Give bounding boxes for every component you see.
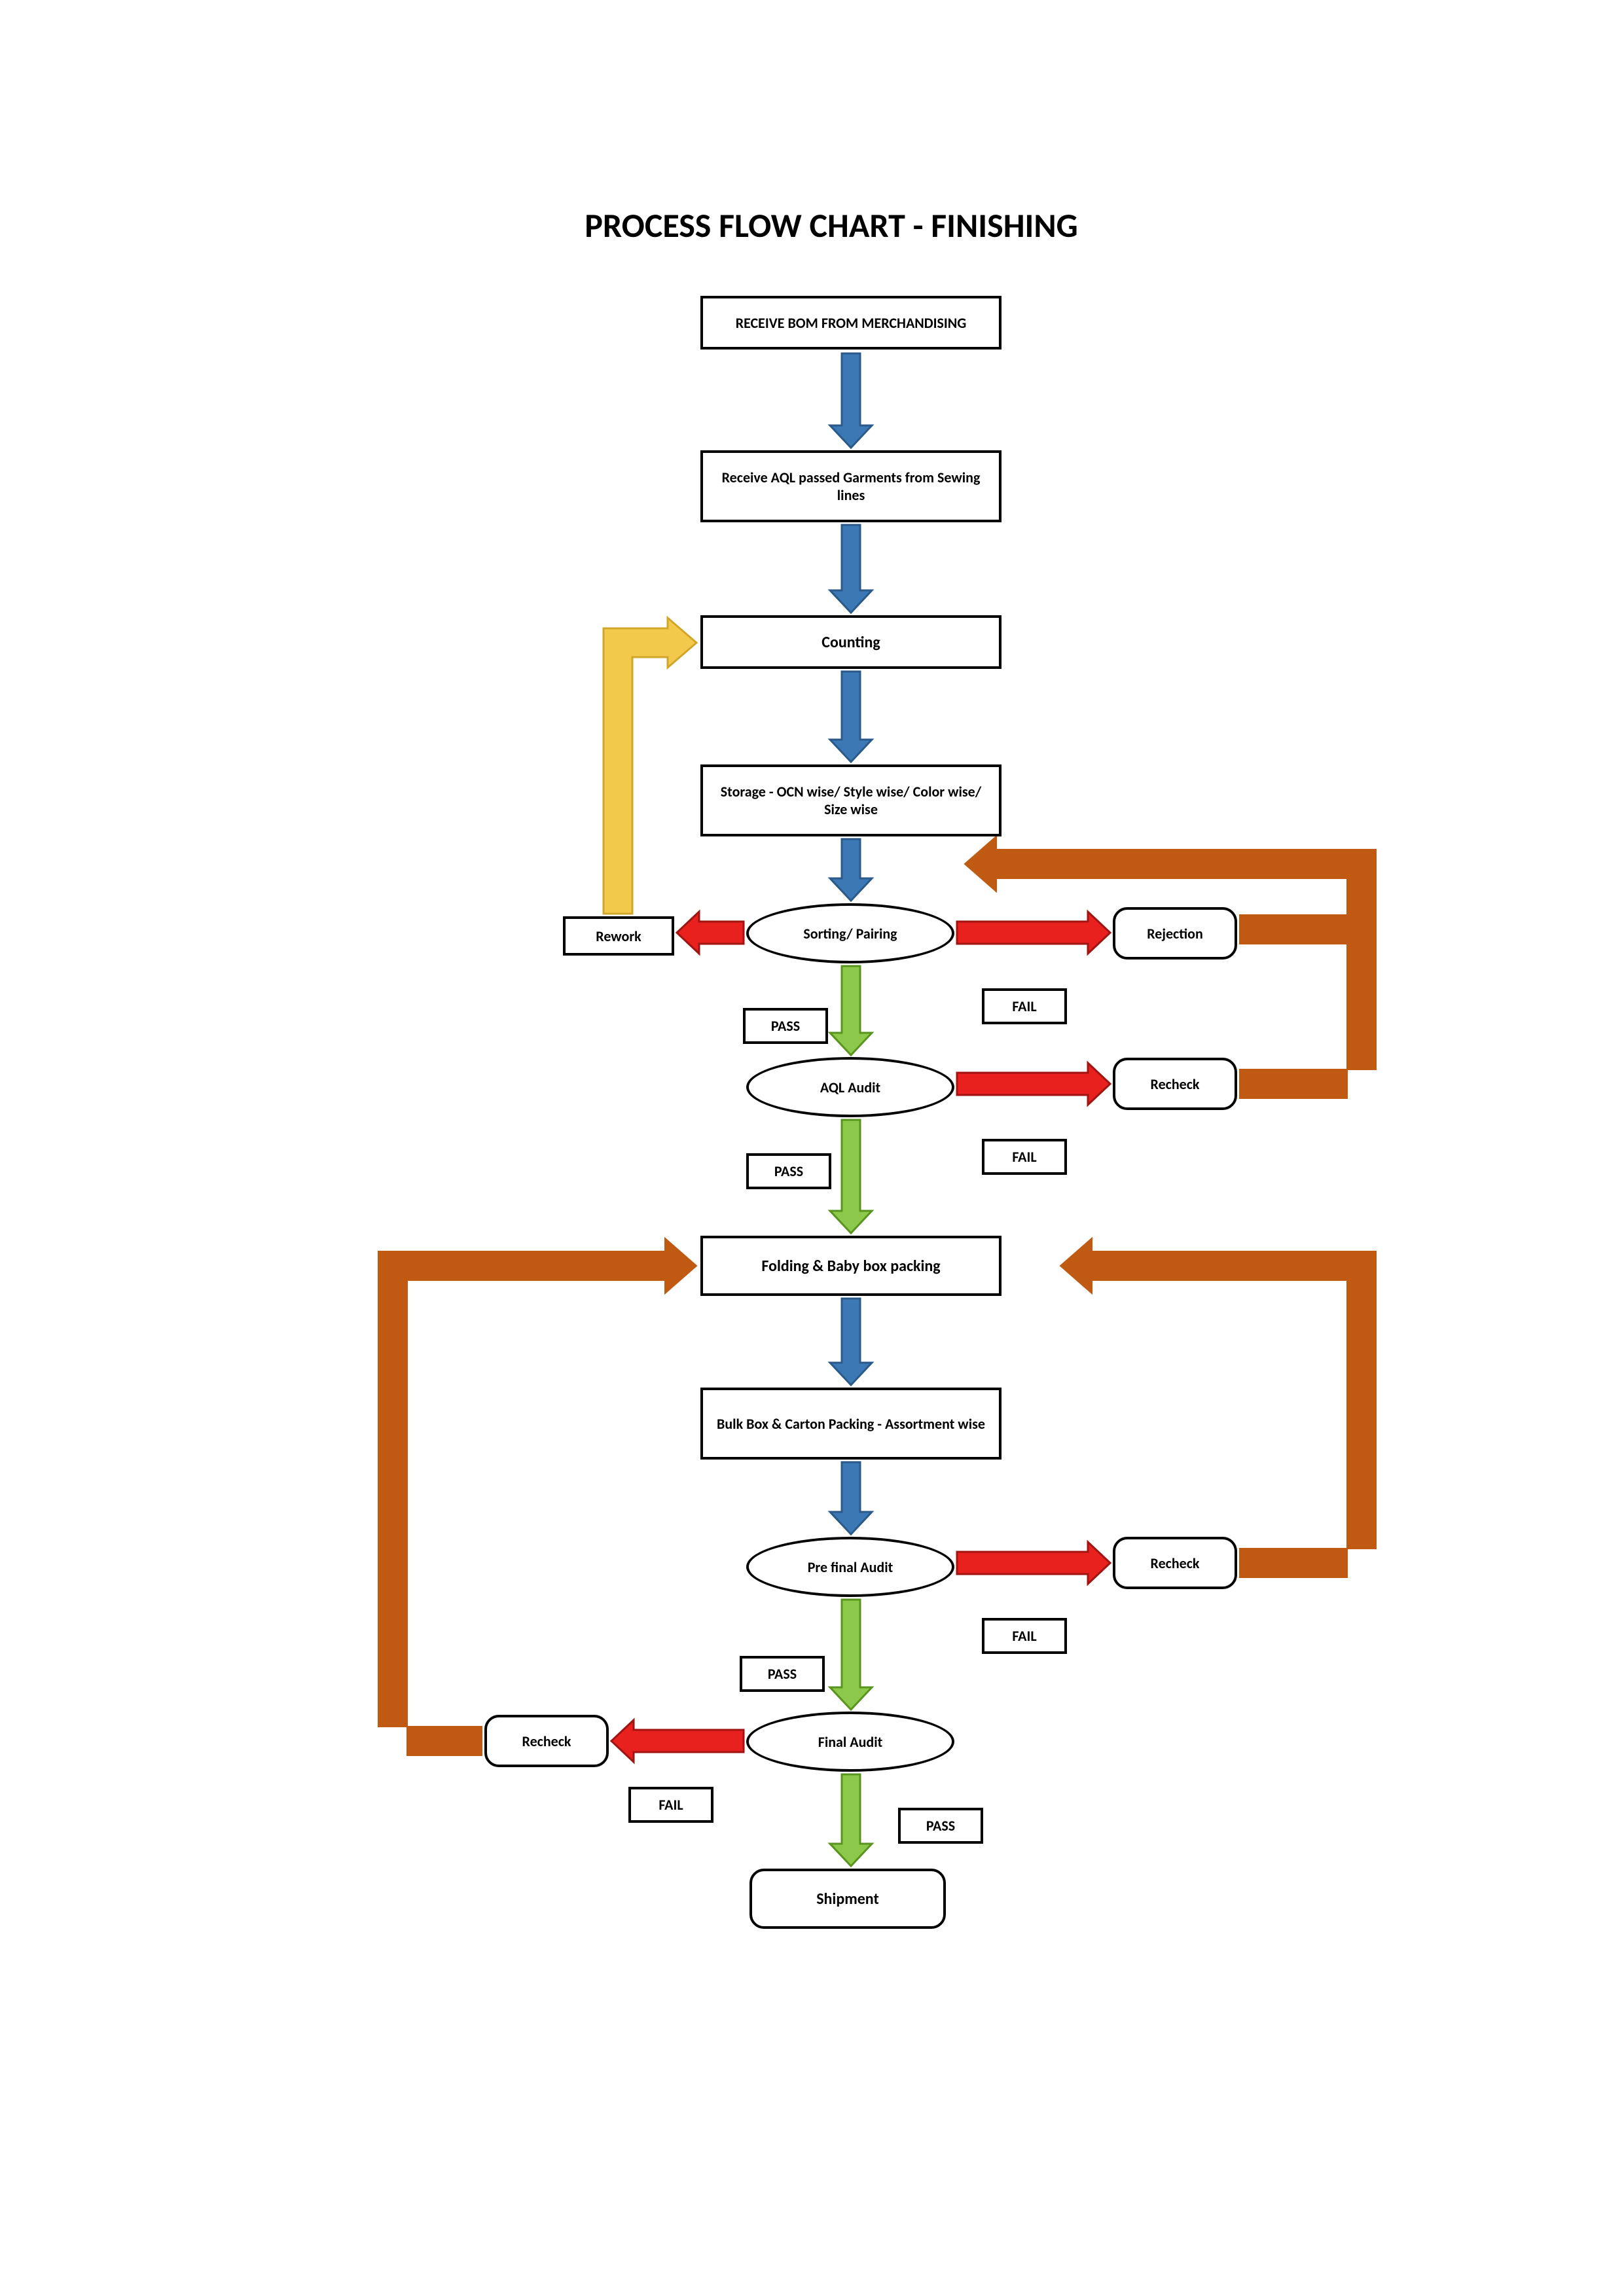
node-rework: Rework [563, 916, 674, 956]
node-label: PASS [774, 1162, 803, 1180]
node-pass2: PASS [746, 1153, 831, 1189]
node-label: Recheck [522, 1732, 571, 1750]
node-label: Pre final Audit [808, 1558, 893, 1576]
node-n11: Shipment [749, 1869, 946, 1929]
node-n10: Final Audit [746, 1712, 954, 1772]
node-rejection: Rejection [1113, 907, 1237, 960]
node-label: Final Audit [818, 1733, 883, 1751]
node-n4: Storage - OCN wise/ Style wise/ Color wi… [700, 764, 1001, 836]
node-n5: Sorting/ Pairing [746, 903, 954, 963]
node-n3: Counting [700, 615, 1001, 669]
node-pass1: PASS [743, 1008, 828, 1044]
node-fail3: FAIL [982, 1618, 1067, 1654]
node-label: RECEIVE BOM FROM MERCHANDISING [736, 314, 967, 332]
node-n8: Bulk Box & Carton Packing - Assortment w… [700, 1388, 1001, 1460]
node-label: Bulk Box & Carton Packing - Assortment w… [717, 1415, 985, 1433]
node-n1: RECEIVE BOM FROM MERCHANDISING [700, 296, 1001, 350]
node-recheck1: Recheck [1113, 1058, 1237, 1110]
node-label: Sorting/ Pairing [803, 925, 897, 942]
node-label: Recheck [1151, 1075, 1200, 1093]
node-label: FAIL [1012, 997, 1036, 1015]
node-recheck2: Recheck [1113, 1537, 1237, 1589]
node-pass3: PASS [740, 1656, 825, 1692]
node-label: Rework [596, 927, 641, 945]
node-recheck3: Recheck [484, 1715, 609, 1767]
node-n7: Folding & Baby box packing [700, 1236, 1001, 1296]
node-fail4: FAIL [628, 1787, 713, 1823]
node-label: FAIL [1012, 1148, 1036, 1166]
node-n2: Receive AQL passed Garments from Sewing … [700, 450, 1001, 522]
node-label: Receive AQL passed Garments from Sewing … [712, 469, 990, 504]
node-n6: AQL Audit [746, 1057, 954, 1117]
node-label: PASS [926, 1817, 955, 1835]
node-label: FAIL [1012, 1627, 1036, 1645]
node-pass4: PASS [898, 1808, 983, 1844]
node-label: Counting [821, 633, 880, 652]
node-label: Folding & Baby box packing [761, 1257, 940, 1276]
node-fail2: FAIL [982, 1139, 1067, 1175]
node-label: PASS [768, 1665, 797, 1683]
node-label: Rejection [1147, 925, 1203, 942]
node-label: PASS [771, 1017, 800, 1035]
node-fail1: FAIL [982, 988, 1067, 1024]
node-label: Recheck [1151, 1554, 1200, 1572]
node-label: Storage - OCN wise/ Style wise/ Color wi… [712, 783, 990, 818]
node-label: Shipment [816, 1890, 879, 1909]
node-label: AQL Audit [820, 1079, 880, 1096]
flowchart-canvas: PROCESS FLOW CHART - FINISHING RECEIVE B… [0, 0, 1624, 2296]
page-title: PROCESS FLOW CHART - FINISHING [550, 204, 1113, 246]
node-n9: Pre final Audit [746, 1537, 954, 1597]
node-label: FAIL [659, 1796, 683, 1814]
